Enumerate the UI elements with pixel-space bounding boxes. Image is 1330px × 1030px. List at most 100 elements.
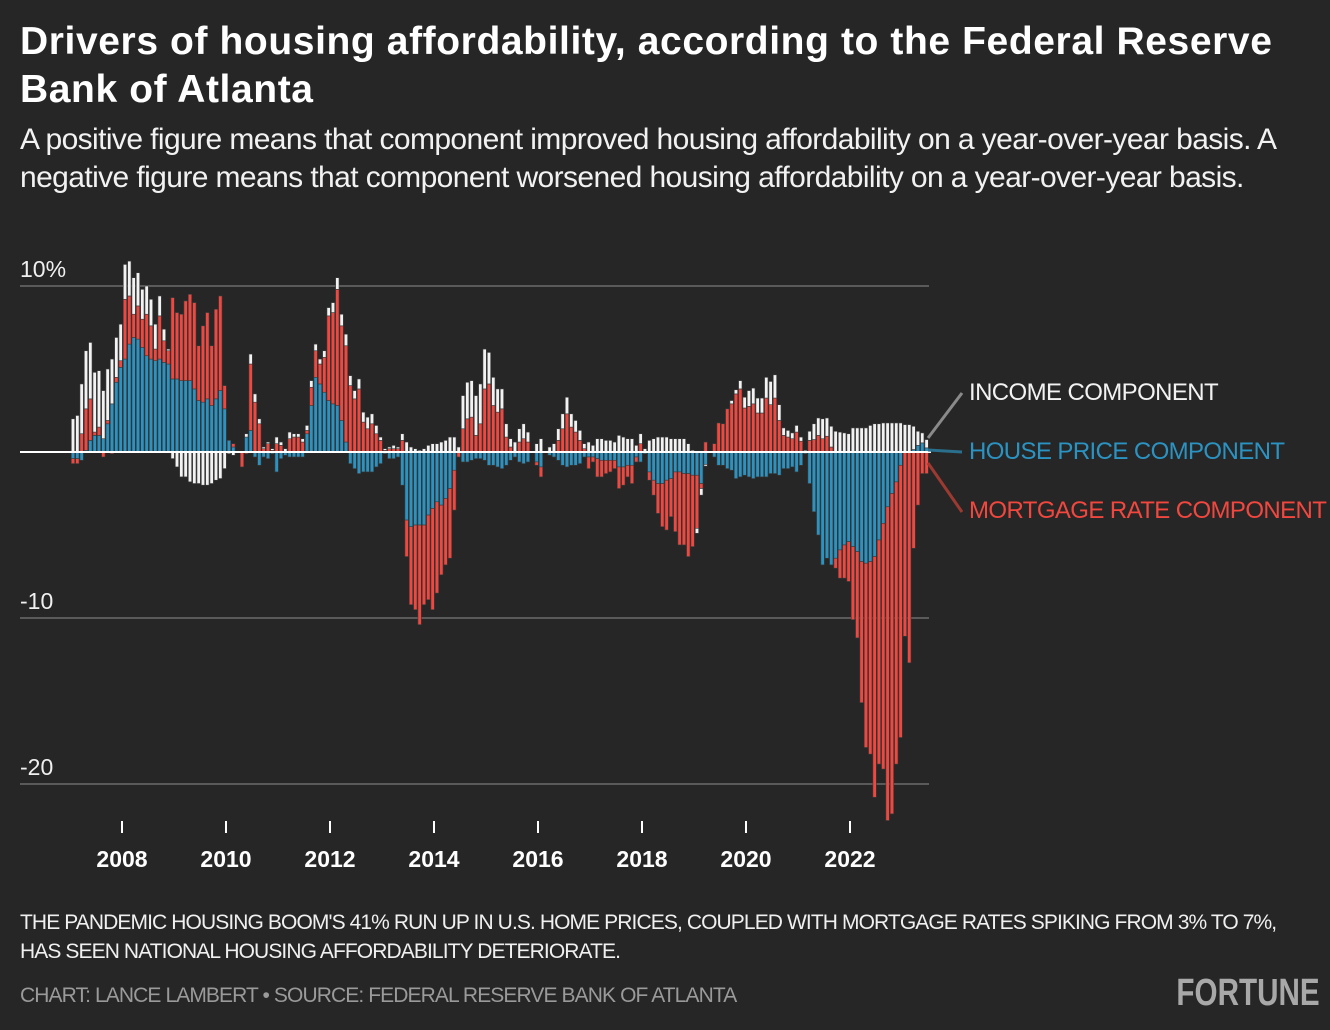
income-bar bbox=[876, 423, 881, 453]
mortgage-rate-bar bbox=[720, 423, 725, 453]
house-price-bar bbox=[525, 451, 530, 463]
house-price-bar bbox=[655, 451, 660, 484]
income-bar bbox=[348, 375, 353, 386]
house-price-bar bbox=[508, 451, 513, 461]
mortgage-rate-bar bbox=[586, 456, 591, 469]
house-price-bar bbox=[517, 451, 522, 463]
house-price-bar bbox=[755, 451, 760, 478]
income-bar bbox=[352, 390, 357, 400]
house-price-bar bbox=[417, 451, 422, 526]
mortgage-rate-bar bbox=[499, 408, 504, 453]
house-price-bar bbox=[491, 451, 496, 466]
mortgage-rate-bar bbox=[183, 300, 188, 381]
mortgage-rate-bar bbox=[837, 549, 842, 579]
stacked-bar-chart: 10% -10 -20 2008 2010 2012 2014 2016 2018 2020 202… bbox=[20, 256, 1328, 872]
income-bar bbox=[868, 425, 873, 453]
mortgage-rate-bar bbox=[257, 423, 262, 453]
mortgage-rate-bar bbox=[599, 459, 604, 478]
income-bar bbox=[378, 436, 383, 441]
house-price-bar bbox=[616, 451, 621, 468]
house-price-bar bbox=[257, 451, 262, 466]
house-price-bar bbox=[664, 451, 669, 481]
house-price-bar bbox=[829, 451, 834, 566]
income-bar bbox=[71, 418, 76, 453]
mortgage-rate-bar bbox=[751, 403, 756, 453]
income-bar bbox=[434, 443, 439, 453]
income-bar bbox=[248, 353, 253, 365]
mortgage-rate-bar bbox=[790, 438, 795, 453]
income-bar bbox=[257, 418, 262, 425]
income-bar bbox=[560, 413, 565, 430]
house-price-bar bbox=[560, 451, 565, 466]
income-bar bbox=[157, 295, 162, 317]
house-price-bar bbox=[196, 400, 201, 453]
income-bar bbox=[382, 448, 387, 451]
income-bar bbox=[885, 422, 890, 453]
income-bar bbox=[486, 352, 491, 385]
mortgage-rate-bar bbox=[794, 431, 799, 453]
house-price-bar bbox=[79, 451, 84, 461]
mortgage-rate-bar bbox=[699, 483, 704, 489]
house-price-bar bbox=[564, 451, 569, 468]
mortgage-rate-bar bbox=[88, 398, 93, 441]
income-bar bbox=[161, 328, 166, 342]
mortgage-rate-bar bbox=[426, 514, 431, 601]
house-price-bar bbox=[872, 451, 877, 557]
income-bar bbox=[534, 443, 539, 453]
income-bar bbox=[673, 438, 678, 453]
mortgage-rate-bar bbox=[187, 293, 192, 381]
income-bar bbox=[837, 431, 842, 453]
house-price-bar bbox=[322, 391, 327, 453]
income-bar bbox=[582, 443, 587, 449]
income-bar bbox=[512, 441, 517, 453]
house-price-bar bbox=[538, 451, 543, 468]
house-price-bar bbox=[660, 451, 665, 484]
income-bar bbox=[911, 425, 916, 450]
income-bar bbox=[859, 427, 864, 453]
income-bar bbox=[218, 451, 223, 479]
house-price-bar bbox=[885, 451, 890, 508]
income-bar bbox=[313, 343, 318, 352]
income-bar bbox=[668, 438, 673, 453]
house-price-bar bbox=[785, 451, 790, 469]
house-price-bar bbox=[577, 451, 582, 464]
legend-mortgage-rate: MORTGAGE RATE COMPONENT bbox=[969, 497, 1327, 524]
mortgage-rate-bar bbox=[603, 459, 608, 474]
mortgage-rate-bar bbox=[781, 435, 786, 453]
mortgage-rate-bar bbox=[343, 345, 348, 443]
mortgage-rate-bar bbox=[322, 357, 327, 393]
mortgage-rate-bar bbox=[686, 473, 691, 557]
house-price-bar bbox=[205, 398, 210, 453]
house-price-bar bbox=[694, 451, 699, 476]
mortgage-rate-bar bbox=[655, 483, 660, 514]
income-bar bbox=[829, 425, 834, 448]
mortgage-rate-bar bbox=[478, 423, 483, 453]
axes: 10% -10 -20 2008 2010 2012 2014 2016 2018 2020 202… bbox=[20, 256, 931, 872]
mortgage-rate-bar bbox=[816, 435, 821, 453]
mortgage-rate-bar bbox=[560, 428, 565, 453]
mortgage-rate-bar bbox=[491, 405, 496, 453]
house-price-bar bbox=[326, 400, 331, 453]
mortgage-rate-bar bbox=[824, 435, 829, 453]
mortgage-rate-bar bbox=[807, 440, 812, 453]
mortgage-rate-bar bbox=[75, 458, 80, 464]
house-price-bar bbox=[92, 435, 97, 453]
house-price-leader-line bbox=[927, 448, 963, 454]
income-bar bbox=[252, 393, 257, 403]
income-bar bbox=[135, 272, 140, 307]
house-price-bar bbox=[673, 451, 678, 473]
income-bar bbox=[140, 289, 145, 320]
income-bar bbox=[274, 436, 279, 444]
mortgage-rate-bar bbox=[894, 481, 899, 765]
house-price-bar bbox=[746, 451, 751, 478]
mortgage-rate-bar bbox=[400, 440, 405, 453]
mortgage-rate-bar bbox=[131, 313, 136, 338]
mortgage-rate-bar bbox=[114, 376, 119, 383]
mortgage-rate-bar bbox=[92, 431, 97, 436]
income-bar bbox=[395, 446, 400, 449]
income-bar bbox=[564, 396, 569, 415]
mortgage-rate-bar bbox=[738, 388, 743, 453]
income-bar bbox=[127, 260, 132, 297]
house-price-bar bbox=[504, 451, 509, 466]
mortgage-rate-bar bbox=[408, 526, 413, 606]
